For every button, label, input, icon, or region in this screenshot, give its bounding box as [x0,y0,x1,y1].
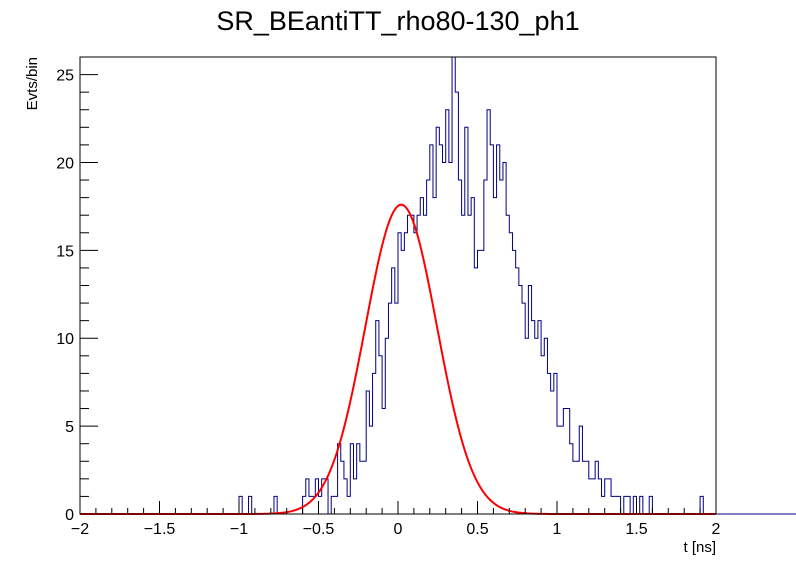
y-axis-label: Evts/bin [24,57,41,110]
y-tick-label: 0 [65,507,74,524]
x-tick-label: 0.5 [466,521,488,538]
x-tick-label: −1.5 [144,521,176,538]
x-axis-label: t [ns] [683,539,716,556]
y-tick-label: 10 [56,331,74,348]
y-axis: 0 5 10 15 20 25 [56,56,98,524]
x-axis: −2 −1.5 −1 −0.5 0 0.5 1 1.5 2 [71,501,721,538]
x-tick-label: 1.5 [625,521,647,538]
y-tick-label: 5 [65,419,74,436]
chart-title: SR_BEantiTT_rho80-130_ph1 [216,6,579,36]
x-tick-label: 2 [712,521,721,538]
x-tick-label: −1 [230,521,248,538]
x-tick-label: 0 [394,521,403,538]
y-tick-label: 20 [56,155,74,172]
x-tick-label: −2 [71,521,89,538]
x-tick-label: −0.5 [303,521,335,538]
y-tick-label: 25 [56,68,74,85]
y-tick-label: 15 [56,243,74,260]
x-tick-label: 1 [553,521,562,538]
